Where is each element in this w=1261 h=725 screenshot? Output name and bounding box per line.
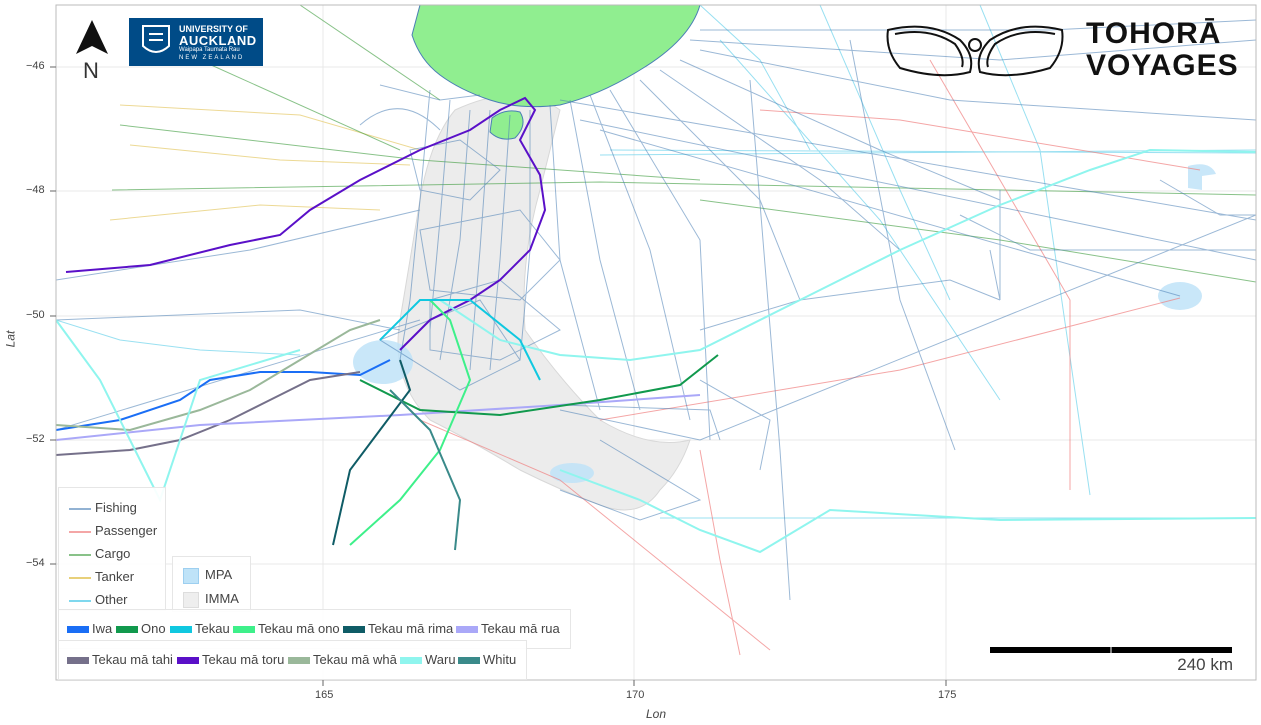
legend-item-mpa[interactable]: MPA xyxy=(183,567,232,584)
legend-bar-icon xyxy=(400,657,422,665)
legend-item-tekau-ma-tahi[interactable]: Tekau mā tahi xyxy=(67,652,173,667)
track-whitu xyxy=(389,389,462,551)
legend-bar-icon xyxy=(288,657,310,665)
legend-item-tekau-ma-ono[interactable]: Tekau mā ono xyxy=(233,621,340,636)
legend-item-fishing[interactable]: Fishing xyxy=(69,500,137,515)
track-tekau-ma-ono xyxy=(349,299,472,546)
legend-line-icon xyxy=(69,553,91,556)
plot-frame xyxy=(55,4,1257,681)
track-waru-east xyxy=(439,148,1256,362)
legend-item-waru[interactable]: Waru xyxy=(400,652,456,667)
legend-bar-icon xyxy=(170,626,192,634)
legend-item-tekau-ma-rima[interactable]: Tekau mā rima xyxy=(343,621,453,636)
north-arrow-icon xyxy=(76,20,108,54)
legend-bar-icon xyxy=(343,626,365,634)
gridlines xyxy=(56,5,1256,680)
legend-line-icon xyxy=(69,599,91,602)
scale-bar-label: 240 km xyxy=(1177,655,1233,674)
tohora-line2: VOYAGES xyxy=(1086,49,1239,82)
legend-bar-icon xyxy=(116,626,138,634)
y-tick-50: −50 xyxy=(26,309,45,321)
track-tekau xyxy=(379,299,541,381)
legend-item-ono[interactable]: Ono xyxy=(116,621,166,636)
legend-item-tekau-ma-toru[interactable]: Tekau mā toru xyxy=(177,652,284,667)
legend-bar-icon xyxy=(177,657,199,665)
y-tick-48: −48 xyxy=(26,184,45,196)
legend-bar-icon xyxy=(456,626,478,634)
y-tick-54: −54 xyxy=(26,557,45,569)
north-arrow: N xyxy=(74,18,110,83)
y-tick-46: −46 xyxy=(26,60,45,72)
track-tekau-ma-tahi xyxy=(56,371,361,456)
legend-whales-row2: Tekau mā tahi Tekau mā toru Tekau mā whā… xyxy=(58,640,527,680)
tracks-tanker xyxy=(109,104,421,221)
logo-line1: UNIVERSITY OF xyxy=(179,24,248,34)
legend-item-tekau-ma-rua[interactable]: Tekau mā rua xyxy=(456,621,560,636)
x-tick-170: 170 xyxy=(626,689,645,701)
x-tick-165: 165 xyxy=(315,689,334,701)
university-logo: UNIVERSITY OF AUCKLAND Waipapa Taumata R… xyxy=(129,18,263,66)
legend-item-whitu[interactable]: Whitu xyxy=(458,652,516,667)
legend-line-icon xyxy=(69,576,91,579)
legend-line-icon xyxy=(69,530,91,533)
legend-item-cargo[interactable]: Cargo xyxy=(69,546,130,561)
tracks-passenger xyxy=(419,59,1201,656)
logo-line3: Waipapa Taumata Rau xyxy=(179,47,240,53)
legend-item-imma[interactable]: IMMA xyxy=(183,591,239,608)
legend-bar-icon xyxy=(67,657,89,665)
legend-swatch-icon xyxy=(183,591,199,608)
x-axis-label: Lon xyxy=(646,707,667,721)
legend-bar-icon xyxy=(67,626,89,634)
legend-vessel-types: Fishing Passenger Cargo Tanker Other xyxy=(58,487,166,611)
legend-swatch-icon xyxy=(183,567,199,584)
track-tekau-ma-toru xyxy=(65,96,547,351)
track-tekau-ma-wha xyxy=(56,319,381,432)
legend-line-icon xyxy=(69,507,91,510)
legend-bar-icon xyxy=(458,657,480,665)
stewart-island xyxy=(489,110,524,140)
logo-line2: AUCKLAND xyxy=(179,33,257,48)
whale-tracks xyxy=(56,96,1256,554)
legend-item-iwa[interactable]: Iwa xyxy=(67,621,112,636)
track-waru-south xyxy=(559,469,1256,554)
south-island-coast xyxy=(411,5,701,108)
legend-areas: MPA IMMA xyxy=(172,556,251,612)
legend-item-other[interactable]: Other xyxy=(69,592,128,607)
track-ono xyxy=(359,354,719,417)
north-label: N xyxy=(83,58,99,83)
plot-area xyxy=(56,5,1256,680)
y-tick-52: −52 xyxy=(26,433,45,445)
legend-item-passenger[interactable]: Passenger xyxy=(69,523,157,538)
track-iwa xyxy=(56,359,391,431)
crest-icon xyxy=(142,25,170,53)
tohora-wordmark: TOHORĀ VOYAGES xyxy=(1086,18,1239,82)
y-axis-label: Lat xyxy=(3,330,18,348)
legend-item-tekau[interactable]: Tekau xyxy=(170,621,230,636)
tick-marks xyxy=(50,66,947,686)
legend-bar-icon xyxy=(233,626,255,634)
x-tick-175: 175 xyxy=(938,689,957,701)
track-tekau-ma-rima xyxy=(332,359,412,546)
tohora-line1: TOHORĀ xyxy=(1086,17,1222,50)
track-waru xyxy=(56,319,301,503)
tohora-logo-mark xyxy=(886,25,1064,77)
mpa-bounty xyxy=(1188,164,1216,190)
track-tekau-ma-rua xyxy=(56,394,701,441)
legend-item-tekau-ma-wha[interactable]: Tekau mā whā xyxy=(288,652,397,667)
logo-line4: NEW ZEALAND xyxy=(179,55,245,61)
legend-item-tanker[interactable]: Tanker xyxy=(69,569,134,584)
